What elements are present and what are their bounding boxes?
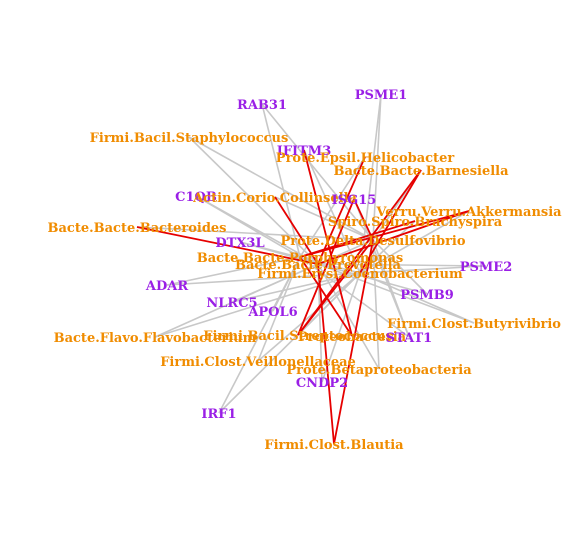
edges-layer — [136, 93, 487, 445]
edge-ISG-strepto — [297, 198, 355, 336]
node-coeno: Firmi.Erysi.Coenobacterium — [257, 267, 463, 282]
edge-prevot-PSME2 — [317, 263, 487, 267]
edge-RAB31-desulfo — [261, 103, 374, 241]
node-RAB31: RAB31 — [237, 98, 287, 113]
edge-veill-coeno — [257, 272, 361, 362]
node-strepto: Firmi.Bacil.Streptococcus — [203, 329, 392, 344]
node-CNDP2: CNDP2 — [296, 376, 348, 391]
edge-flavo-coeno — [154, 272, 361, 338]
node-PSMB9: PSMB9 — [400, 288, 454, 303]
edge-helico-porphyro — [299, 156, 366, 258]
node-brachy: Spiro.Spiro.Brachyspira — [328, 215, 503, 230]
edge-C1QB-prevot — [195, 195, 319, 265]
edge-desulfo-PSMB9 — [372, 239, 428, 295]
node-APOL6: APOL6 — [247, 305, 297, 320]
node-DTX3L: DTX3L — [215, 236, 264, 251]
edge-akker-coeno — [359, 210, 470, 274]
node-ISG: ISG15 — [332, 193, 377, 208]
edge-brachy-porphyro — [299, 220, 416, 258]
node-NLRC5: NLRC5 — [206, 296, 257, 311]
edge-bacteroides-desulfo — [136, 226, 374, 241]
edge-PSME1-coeno — [359, 93, 382, 274]
edge-staph-desulfo — [188, 136, 374, 241]
edge-collins-desulfo — [274, 196, 374, 241]
edge-coeno-PSME2 — [359, 265, 487, 274]
edge-IRF1-porphyro — [218, 256, 301, 414]
edge-NLRC5-coeno — [231, 272, 361, 303]
node-collins: Actin.Corio.Collinsella — [192, 191, 357, 206]
node-PSME2: PSME2 — [460, 260, 513, 275]
node-butyri: Firmi.Clost.Butyrivibrio — [387, 317, 561, 332]
node-ADAR: ADAR — [145, 279, 188, 294]
node-porphyro: Bacte.Bacte.Porphyromonas — [197, 251, 403, 266]
edge-blautia-desulfo — [333, 239, 374, 445]
edge-STAT1-desulfo — [372, 239, 410, 338]
node-C1QB: C1QB — [175, 190, 217, 205]
edge-RAB31-porphyro — [261, 103, 301, 258]
node-proteo: Proteobacteria — [298, 330, 407, 345]
node-blautia: Firmi.Clost.Blautia — [264, 438, 404, 453]
node-akker: Verru.Verru.Akkermansia — [375, 205, 562, 220]
node-STAT1: STAT1 — [386, 331, 432, 346]
edge-helico-prevot — [317, 156, 366, 265]
node-barnes: Bacte.Bacte.Barnesiella — [333, 164, 509, 179]
edge-PSMB9-prevot — [317, 263, 428, 295]
edge-ISG-desulfo — [353, 198, 374, 241]
node-desulfo: Prote.Delta.Desulfovibrio — [280, 234, 465, 249]
edge-PSME1-desulfo — [372, 93, 382, 241]
edge-akker-porphyro — [299, 210, 470, 258]
node-flavo: Bacte.Flavo.Flavobacterium — [54, 331, 257, 346]
node-prevot: Bacte.Bacte.Prevotella — [235, 258, 402, 273]
edge-betapro-desulfo — [372, 239, 380, 370]
node-IFITM3: IFITM3 — [277, 144, 332, 159]
edge-staph-prevot — [188, 136, 319, 265]
edge-desulfo-strepto — [297, 239, 374, 336]
node-helico: Prote.Epsil.Helicobacter — [276, 151, 455, 166]
edge-bacteroides-prevot — [136, 226, 319, 265]
node-veill: Firmi.Clost.Veillonellaceae — [160, 355, 356, 370]
node-staph: Firmi.Bacil.Staphylococcus — [90, 131, 289, 146]
edge-veill-porphyro — [257, 256, 301, 362]
node-betapro: Prote.Betaproteobacteria — [286, 363, 472, 378]
edge-akker-prevot — [317, 210, 470, 265]
node-IRF1: IRF1 — [201, 407, 236, 422]
edge-barnes-strepto — [297, 169, 422, 336]
edge-ADAR-coeno — [166, 272, 361, 286]
edge-IRF1-coeno — [218, 272, 361, 414]
edge-porphyro-proteo — [299, 256, 353, 337]
node-bacteroides: Bacte.Bacte.Bacteroides — [48, 221, 227, 236]
node-PSME1: PSME1 — [355, 88, 408, 103]
nodes-layer: PSME1 RAB31 Firmi.Bacil.StaphylococcusIFIT… — [48, 88, 563, 453]
edge-blautia-prevot — [317, 263, 335, 445]
edge-CNDP2-coeno — [321, 272, 361, 383]
edge-ADAR-porphyro — [166, 256, 301, 286]
edge-prevot-betapro — [317, 263, 380, 370]
